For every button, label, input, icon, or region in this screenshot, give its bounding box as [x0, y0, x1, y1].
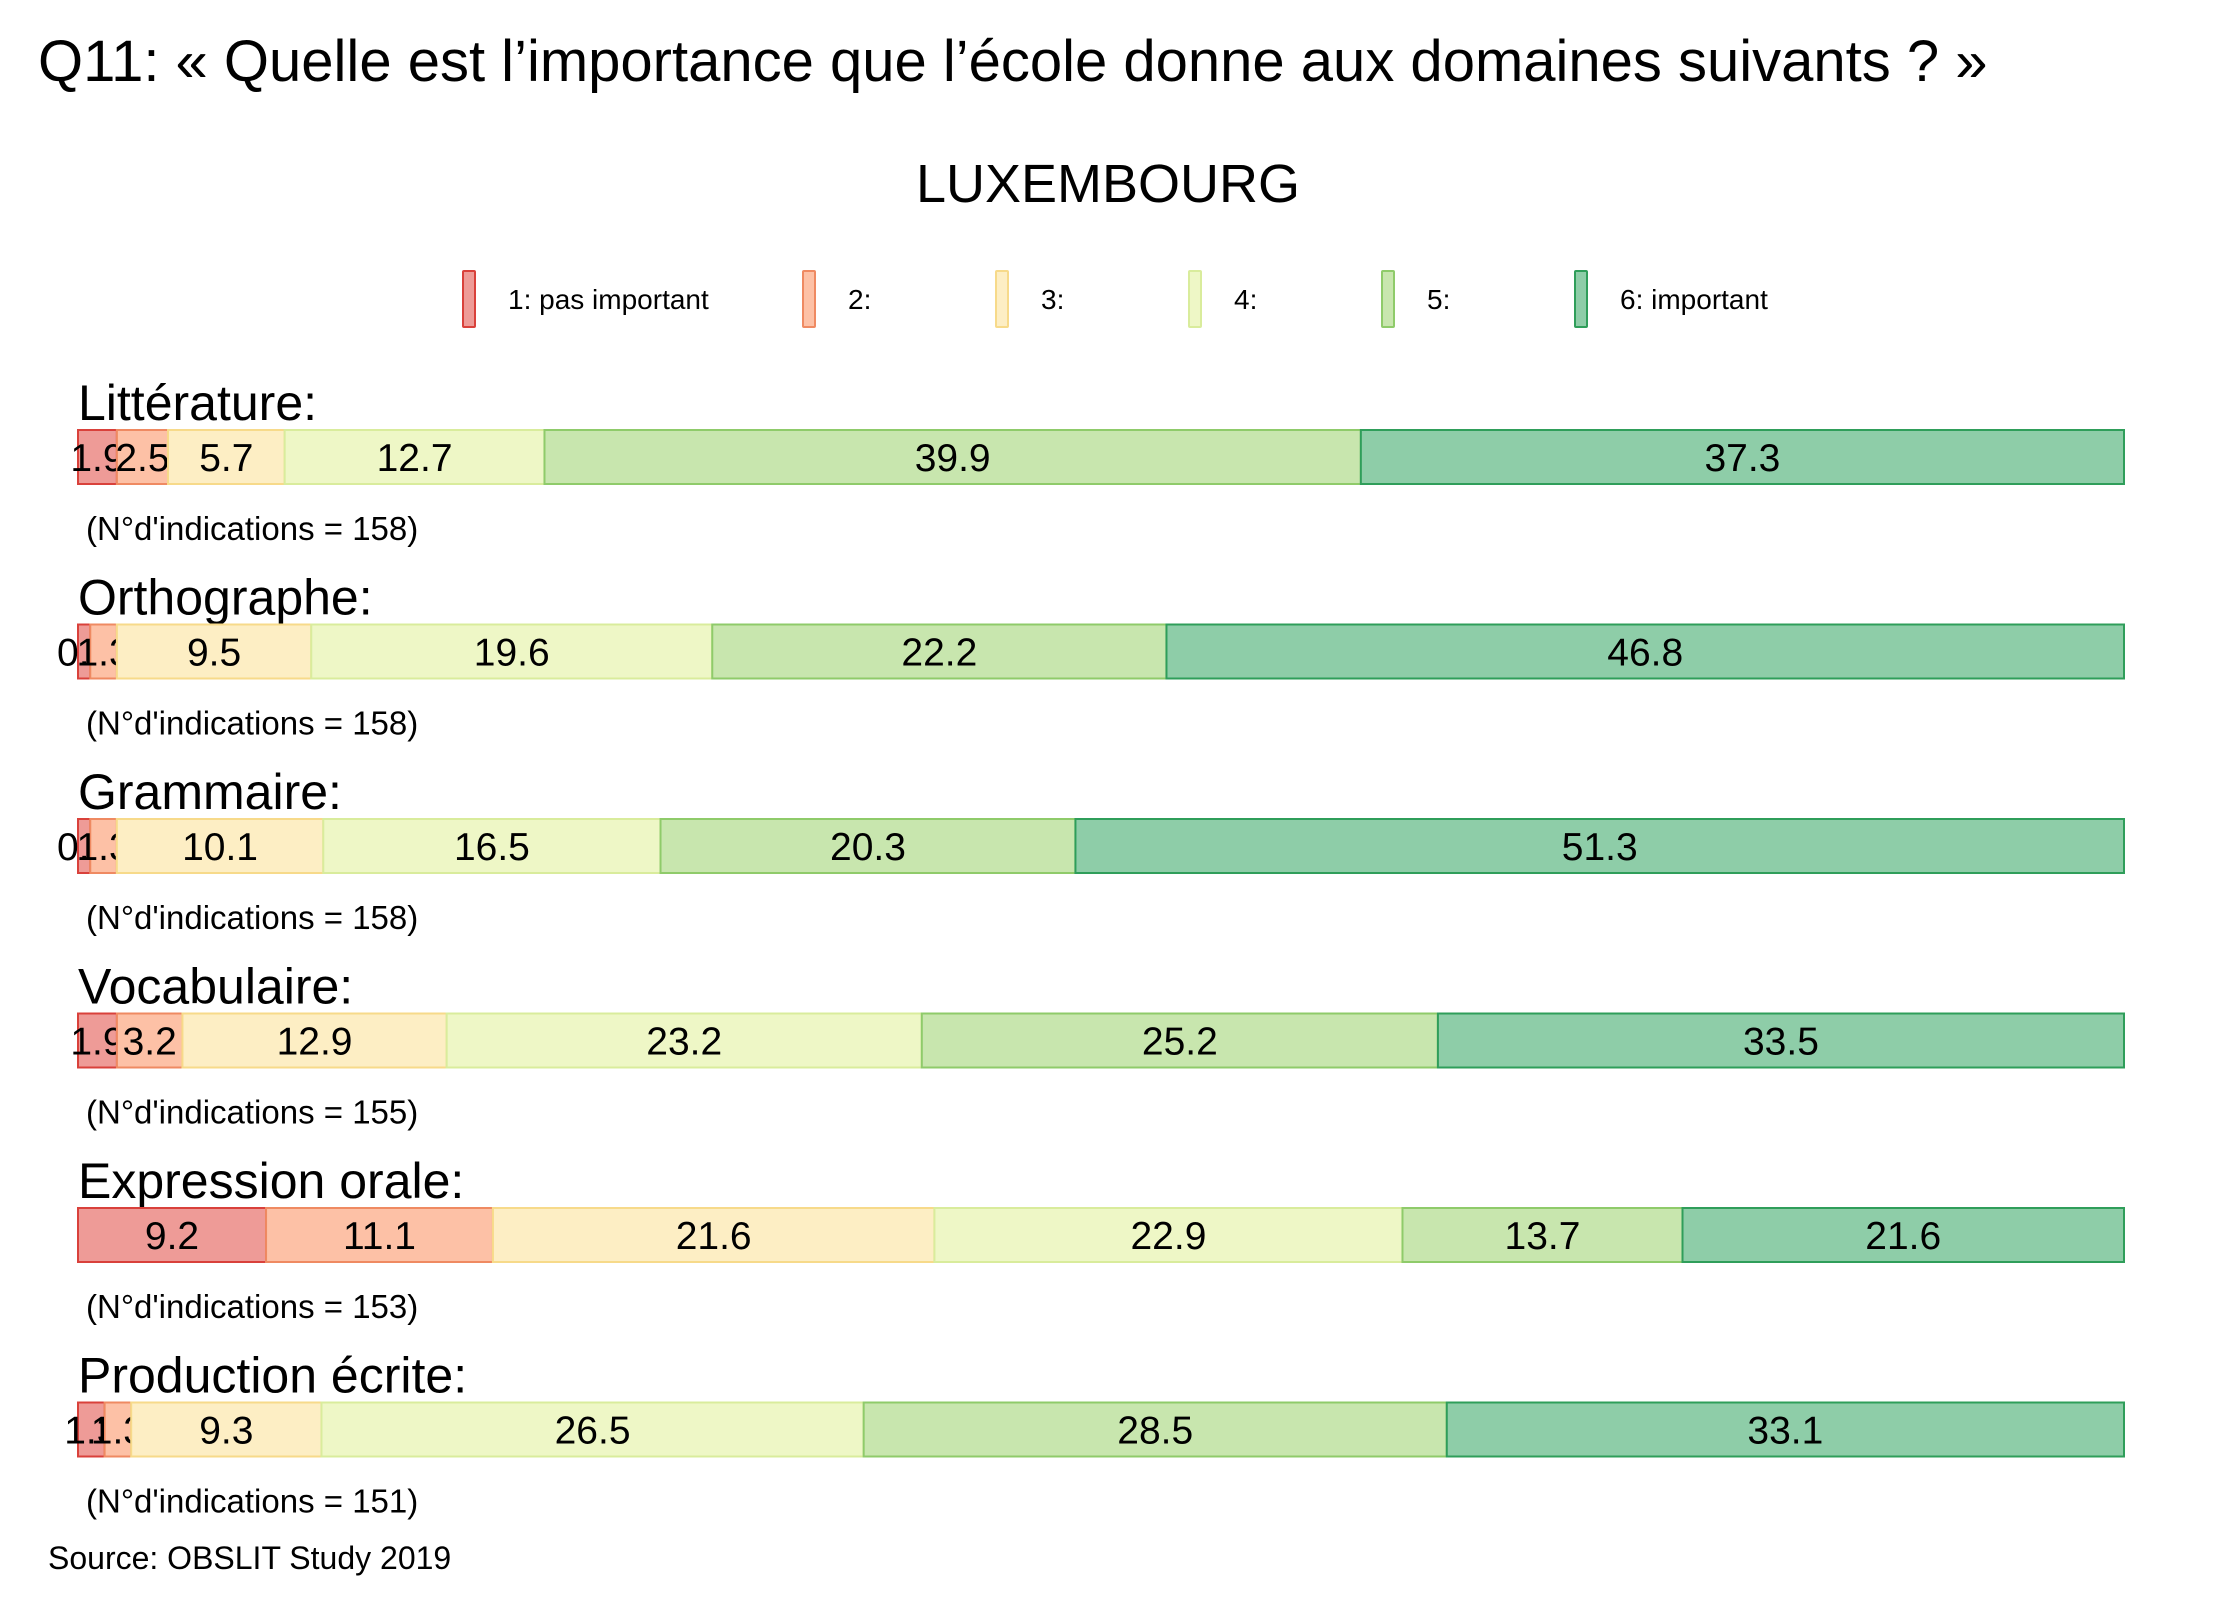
source-note: Source: OBSLIT Study 2019 — [48, 1540, 452, 1576]
row-count-label: (N°d'indications = 158) — [86, 899, 418, 936]
bar-segment — [77, 1012, 118, 1069]
legend-swatch-3 — [995, 270, 1009, 328]
legend-label-1: 1: pas important — [508, 284, 709, 315]
data-label: 10.1 — [182, 826, 258, 869]
bar-segment — [265, 1207, 494, 1263]
data-label: 12.9 — [277, 1021, 353, 1064]
bar-segment — [310, 623, 714, 680]
legend-label-3: 3: — [1041, 284, 1065, 315]
chart-title: Q11: « Quelle est l’importance que l’éco… — [38, 29, 1988, 94]
legend-swatch-5 — [1381, 270, 1395, 328]
data-label: 9.2 — [145, 1215, 199, 1258]
data-label: 46.8 — [1607, 632, 1683, 675]
bar-segment — [862, 1401, 1448, 1458]
data-label: 5.7 — [199, 437, 253, 480]
bar-segment — [491, 1207, 936, 1263]
data-label: 28.5 — [1117, 1410, 1193, 1453]
legend-label-6: 6: important — [1620, 284, 1768, 315]
bar-segment — [89, 623, 118, 680]
chart-subtitle: LUXEMBOURG — [915, 154, 1301, 214]
bar-segment — [320, 1401, 865, 1458]
bar-segment — [77, 429, 118, 485]
data-label: 11.1 — [343, 1215, 416, 1258]
bar-segment — [130, 1401, 323, 1458]
bar-segment — [103, 1401, 133, 1458]
bar-segment — [1445, 1401, 2126, 1458]
data-label: 12.7 — [377, 437, 453, 480]
data-label: 20.3 — [830, 826, 906, 869]
data-label: 1.9 — [70, 437, 124, 480]
data-label: 51.3 — [1562, 826, 1638, 869]
data-label: 25.2 — [1142, 1021, 1218, 1064]
bar-segment — [89, 818, 118, 874]
bar-segment — [322, 818, 662, 874]
legend-swatch-2 — [802, 270, 816, 328]
row-count-label: (N°d'indications = 151) — [86, 1483, 418, 1520]
bar-segment — [1436, 1012, 2125, 1069]
legend-swatch-4 — [1188, 270, 1202, 328]
row-label: Littérature: — [78, 375, 317, 431]
row-count-label: (N°d'indications = 155) — [86, 1094, 418, 1131]
data-label: 13.7 — [1505, 1215, 1581, 1258]
bar-segment — [115, 623, 313, 680]
legend-label-2: 2: — [848, 284, 872, 315]
legend-label-5: 5: — [1427, 284, 1451, 315]
bar-segment — [1074, 818, 2125, 874]
row-label: Vocabulaire: — [78, 959, 353, 1015]
data-label: 19.6 — [474, 632, 550, 675]
bar-segment — [167, 429, 286, 485]
legend-swatch-1 — [462, 270, 476, 328]
data-label: 33.1 — [1747, 1410, 1823, 1453]
data-label: 21.6 — [676, 1215, 752, 1258]
bar-segment — [77, 1207, 268, 1263]
row-count-label: (N°d'indications = 158) — [86, 705, 418, 742]
data-label: 26.5 — [555, 1410, 631, 1453]
data-label: 21.6 — [1865, 1215, 1941, 1258]
data-label: 9.3 — [199, 1410, 253, 1453]
data-label: 22.2 — [901, 632, 977, 675]
bar-segment — [659, 818, 1077, 874]
data-label: 16.5 — [454, 826, 530, 869]
data-label: 1.9 — [70, 1021, 124, 1064]
bar-segment — [920, 1012, 1439, 1069]
row-count-label: (N°d'indications = 153) — [86, 1288, 418, 1325]
bar-segment — [1165, 623, 2126, 680]
data-label: 23.2 — [646, 1021, 722, 1064]
bar-segment — [711, 623, 1168, 680]
bar-segment — [1681, 1207, 2125, 1263]
data-label: 39.9 — [915, 437, 991, 480]
data-label: 2.5 — [115, 437, 169, 480]
bar-segment — [933, 1207, 1404, 1263]
row-label: Grammaire: — [78, 764, 342, 820]
bar-segment — [445, 1012, 923, 1069]
data-label: 33.5 — [1743, 1021, 1819, 1064]
legend-swatch-6 — [1574, 270, 1588, 328]
bar-segment — [543, 429, 1362, 485]
row-label: Expression orale: — [78, 1153, 464, 1209]
row-count-label: (N°d'indications = 158) — [86, 510, 418, 547]
bar-segment — [1359, 429, 2126, 485]
bar-segment — [1401, 1207, 1684, 1263]
legend-label-4: 4: — [1234, 284, 1258, 315]
legend: 1: pas important 2: 3: 4: 5: 6: importan… — [0, 0, 2216, 340]
row-label: Production écrite: — [78, 1348, 467, 1404]
data-label: 9.5 — [187, 632, 241, 675]
bar-segment — [115, 818, 325, 874]
data-label: 3.2 — [123, 1021, 177, 1064]
data-label: 37.3 — [1704, 437, 1780, 480]
row-label: Orthographe: — [78, 570, 373, 626]
data-label: 22.9 — [1130, 1215, 1206, 1258]
